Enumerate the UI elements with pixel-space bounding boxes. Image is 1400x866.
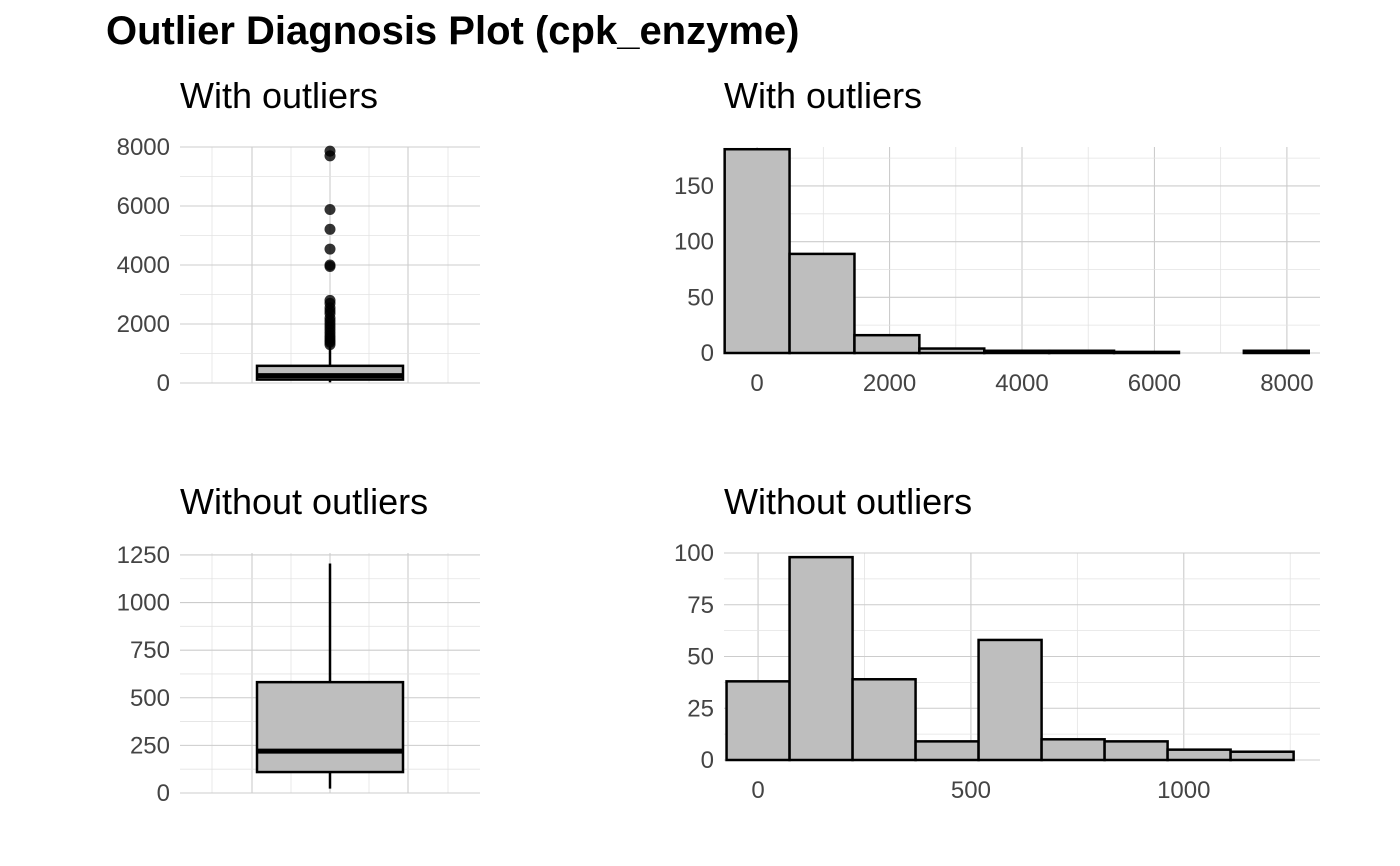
y-tick-label: 1000 xyxy=(117,590,170,617)
histogram-bar xyxy=(1112,350,1181,355)
x-tick-label: 0 xyxy=(750,370,763,397)
histogram-bar xyxy=(723,147,791,355)
histogram-bar xyxy=(914,740,980,762)
x-tick-label: 4000 xyxy=(995,370,1048,397)
histogram-bar xyxy=(853,333,921,355)
x-tick-label: 8000 xyxy=(1260,370,1313,397)
panel-title-boxplot-with-outliers: With outliers xyxy=(180,75,378,116)
y-tick-label: 0 xyxy=(701,340,714,367)
box-iqr xyxy=(255,680,405,774)
histogram-bar xyxy=(1103,740,1169,762)
y-tick-label: 4000 xyxy=(117,252,170,279)
histogram-with-outliers-panel: With outliers 0 2000 4000 6000 8000 0 50 100 150 xyxy=(674,75,1320,397)
y-tick-label: 500 xyxy=(130,685,170,712)
y-tick-label: 0 xyxy=(157,370,170,397)
histogram-bar xyxy=(788,252,856,355)
y-tick-label: 8000 xyxy=(117,134,170,161)
histogram-bar xyxy=(788,555,854,762)
histogram-bar xyxy=(1047,349,1116,355)
y-tick-label: 50 xyxy=(687,284,714,311)
histogram-bar xyxy=(918,347,986,355)
histogram-bar xyxy=(1229,750,1295,762)
boxplot-with-outliers-panel: With outliers 0 2000 4000 6000 8000 xyxy=(117,75,480,397)
outlier-point xyxy=(324,223,336,235)
y-tick-label: 0 xyxy=(157,780,170,807)
outlier-point xyxy=(324,145,336,157)
histogram-without-outliers-panel: Without outliers 0 500 1000 0 25 50 75 100 xyxy=(674,481,1320,804)
histogram-bar xyxy=(977,638,1043,762)
y-tick-label: 0 xyxy=(701,747,714,774)
main-title: Outlier Diagnosis Plot (cpk_enzyme) xyxy=(106,9,800,53)
outlier-point xyxy=(324,204,336,216)
histogram-bar xyxy=(725,680,791,762)
boxplot-without-outliers-panel: Without outliers 0 250 500 750 1000 1250 xyxy=(117,481,480,807)
y-tick-label: 150 xyxy=(674,173,714,200)
histogram-bar xyxy=(1166,748,1232,762)
panel-title-histogram-with-outliers: With outliers xyxy=(724,75,922,116)
y-tick-label: 1250 xyxy=(117,542,170,569)
y-tick-label: 75 xyxy=(687,592,714,619)
y-tick-label: 750 xyxy=(130,637,170,664)
y-tick-label: 100 xyxy=(674,229,714,256)
outlier-point xyxy=(324,243,336,255)
y-tick-label: 50 xyxy=(687,644,714,671)
outlier-point xyxy=(324,259,336,271)
y-tick-label: 2000 xyxy=(117,311,170,338)
histogram-bar xyxy=(983,349,1051,355)
y-tick-label: 250 xyxy=(130,732,170,759)
x-tick-label: 2000 xyxy=(863,370,916,397)
x-tick-label: 0 xyxy=(751,777,764,804)
panel-title-histogram-without-outliers: Without outliers xyxy=(724,481,972,522)
y-tick-label: 100 xyxy=(674,540,714,567)
x-tick-label: 1000 xyxy=(1157,777,1210,804)
panel-title-boxplot-without-outliers: Without outliers xyxy=(180,481,428,522)
y-tick-label: 6000 xyxy=(117,193,170,220)
outlier-point xyxy=(324,294,336,306)
y-tick-label: 25 xyxy=(687,695,714,722)
x-tick-label: 6000 xyxy=(1128,370,1181,397)
histogram-bar xyxy=(851,678,917,762)
histogram-bar xyxy=(1040,738,1106,762)
x-tick-label: 500 xyxy=(951,777,991,804)
histogram-bar xyxy=(1242,349,1310,355)
